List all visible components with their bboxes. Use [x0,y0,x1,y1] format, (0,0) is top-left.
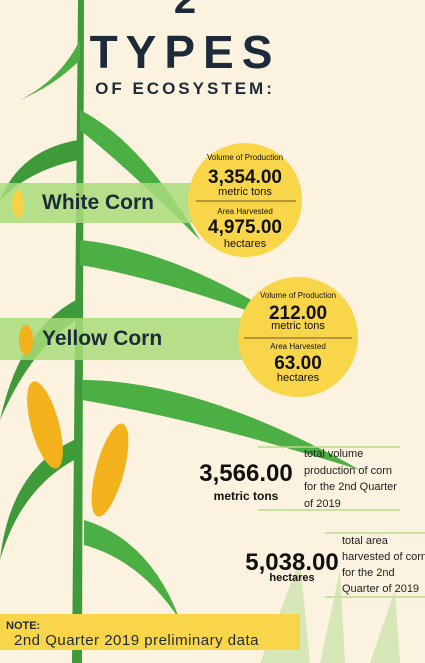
subtitle: OF ECOSYSTEM: [95,79,275,99]
description-line: Quarter of 2019 [342,583,419,595]
infographic: 2 TYPES OF ECOSYSTEM: White Corn Volume … [0,0,425,663]
type-name: Yellow Corn [42,327,162,351]
description-line: of 2019 [304,498,341,510]
label: Area Harvested [217,207,273,216]
number: 2 [174,0,196,23]
unit: hectares [224,238,266,250]
type-name: White Corn [42,191,154,215]
note-label: NOTE: [6,620,40,632]
description-line: harvested of corn [342,551,425,563]
unit: hectares [277,372,319,384]
description-line: total area [342,535,388,547]
value: 4,975.00 [208,217,282,239]
total-unit: hectares [269,572,314,584]
total-unit: metric tons [214,489,279,503]
description-line: production of corn [304,465,392,477]
title: TYPES [90,25,281,79]
description-line: for the 2nd Quarter [304,481,397,493]
note-text: 2nd Quarter 2019 preliminary data [14,632,259,649]
unit: metric tons [218,186,272,198]
description-line: for the 2nd [342,567,395,579]
label: Area Harvested [270,342,326,351]
description-line: total volume [304,448,363,460]
label: Volume of Production [260,291,336,300]
unit: metric tons [271,320,325,332]
total-value: 3,566.00 [199,460,292,488]
label: Volume of Production [207,153,283,162]
